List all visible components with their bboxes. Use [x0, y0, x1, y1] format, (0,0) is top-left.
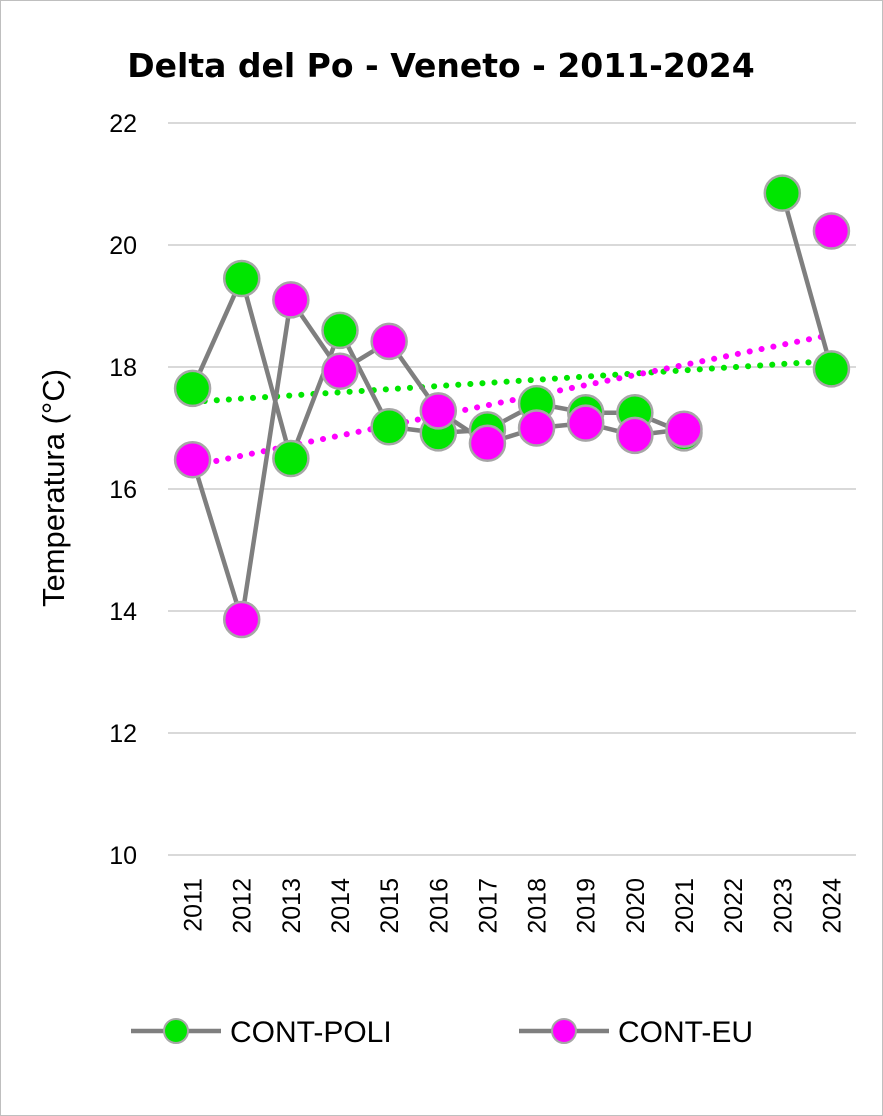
data-point-cont-poli[interactable] — [272, 439, 310, 478]
data-point-cont-poli[interactable] — [321, 311, 359, 350]
x-tick-label: 2013 — [278, 878, 306, 934]
x-tick-label: 2019 — [573, 878, 601, 934]
data-point-cont-poli[interactable] — [370, 408, 408, 446]
data-point-cont-poli[interactable] — [763, 174, 802, 212]
trendline-cont-poli — [189, 357, 835, 405]
series-lines — [190, 192, 834, 622]
data-point-cont-eu[interactable] — [468, 424, 507, 462]
x-tick-label: 2018 — [524, 878, 552, 934]
data-point-cont-eu[interactable] — [370, 322, 408, 361]
y-tick-label: 20 — [109, 232, 137, 260]
y-tick-label: 18 — [109, 354, 137, 382]
y-tick-label: 14 — [109, 598, 137, 626]
series-markers — [173, 174, 851, 639]
series-line-cont-poli — [780, 192, 834, 370]
gridlines — [168, 122, 856, 856]
data-point-cont-poli[interactable] — [173, 369, 212, 408]
y-tick-label: 10 — [109, 842, 137, 870]
data-point-cont-eu[interactable] — [272, 281, 310, 319]
series-line-cont-eu — [190, 297, 685, 622]
x-tick-label: 2012 — [229, 878, 257, 934]
data-point-cont-eu[interactable] — [517, 409, 556, 447]
x-tick-label: 2015 — [376, 878, 404, 934]
data-point-cont-eu[interactable] — [812, 212, 851, 250]
data-point-cont-poli[interactable] — [812, 350, 851, 388]
legend-marker-cont-eu — [551, 1018, 577, 1044]
data-point-cont-eu[interactable] — [566, 404, 605, 442]
x-tick-label: 2017 — [474, 878, 502, 934]
chart-title: Delta del Po - Veneto - 2011-2024 — [127, 46, 754, 85]
x-tick-label: 2016 — [425, 878, 453, 934]
x-tick-label: 2022 — [720, 878, 748, 934]
y-tick-label: 22 — [109, 110, 137, 138]
legend-item-cont-poli[interactable]: CONT-POLI — [131, 1016, 392, 1049]
x-tick-label: 2014 — [327, 878, 355, 934]
legend-item-cont-eu[interactable]: CONT-EU — [519, 1016, 753, 1049]
x-tick-label: 2024 — [818, 878, 846, 934]
legend: CONT-POLI CONT-EU — [131, 1016, 753, 1049]
data-point-cont-eu[interactable] — [321, 352, 359, 391]
legend-label-cont-poli: CONT-POLI — [230, 1016, 392, 1049]
data-point-cont-eu[interactable] — [222, 600, 261, 639]
data-point-cont-eu[interactable] — [173, 440, 212, 479]
y-axis-ticks: 10 12 14 16 18 20 22 — [109, 110, 137, 870]
data-point-cont-eu[interactable] — [419, 392, 458, 430]
legend-marker-cont-poli — [163, 1018, 189, 1044]
x-tick-label: 2023 — [769, 878, 797, 934]
y-tick-label: 16 — [109, 476, 137, 504]
data-point-cont-eu[interactable] — [616, 416, 654, 455]
y-tick-label: 12 — [109, 720, 137, 748]
x-tick-label: 2020 — [622, 878, 650, 934]
data-point-cont-eu[interactable] — [665, 410, 703, 448]
x-tick-label: 2011 — [180, 878, 208, 932]
x-tick-label: 2021 — [671, 878, 699, 934]
y-axis-title: Temperatura (°C) — [36, 369, 71, 607]
x-axis-ticks: 2011 2012 2013 2014 2015 2016 2017 2018 2019 2020… — [180, 878, 847, 934]
legend-label-cont-eu: CONT-EU — [618, 1016, 753, 1049]
data-point-cont-poli[interactable] — [222, 259, 261, 298]
